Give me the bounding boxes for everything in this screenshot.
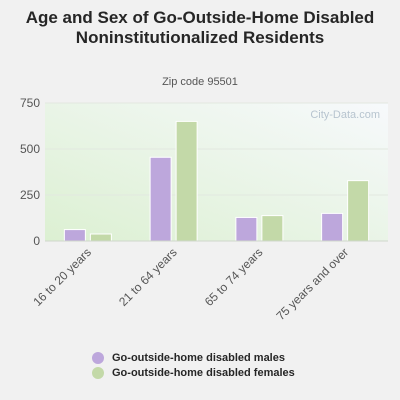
x-tick-label: 21 to 64 years [116, 245, 180, 309]
legend-label-females: Go-outside-home disabled females [112, 366, 295, 379]
bar-males [63, 229, 86, 242]
bar-males [149, 156, 172, 242]
legend-label-males: Go-outside-home disabled males [112, 351, 285, 364]
y-tick-label: 500 [20, 142, 40, 156]
y-tick-label: 250 [20, 188, 40, 202]
legend-item-males: Go-outside-home disabled males [92, 350, 295, 365]
y-tick-label: 0 [33, 234, 40, 248]
bar-females [175, 120, 198, 242]
bar-males [235, 216, 258, 242]
legend-swatch-males [92, 351, 104, 364]
watermark: City-Data.com [310, 109, 380, 121]
bar-females [347, 180, 370, 242]
y-tick-label: 750 [20, 96, 40, 110]
bar-males [321, 212, 344, 242]
bar-females [89, 233, 112, 242]
chart-title: Age and Sex of Go-Outside-Home Disabled … [25, 8, 375, 47]
legend-item-females: Go-outside-home disabled females [92, 365, 295, 380]
x-tick-label: 16 to 20 years [30, 245, 94, 309]
x-tick-label: 65 to 74 years [202, 245, 266, 309]
legend: Go-outside-home disabled males Go-outsid… [92, 350, 295, 380]
legend-swatch-females [92, 366, 104, 379]
chart-subtitle: Zip code 95501 [162, 76, 238, 88]
bar-females [261, 215, 284, 242]
x-tick-label: 75 years and over [273, 245, 351, 323]
